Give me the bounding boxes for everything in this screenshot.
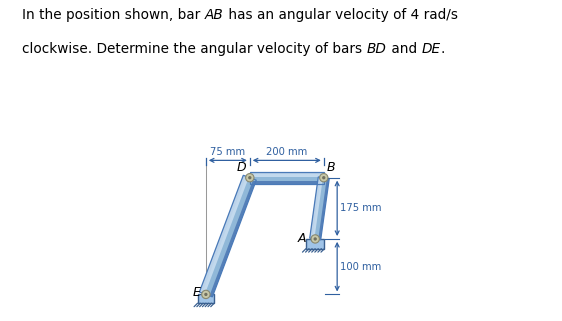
Polygon shape xyxy=(310,177,323,239)
Text: E: E xyxy=(193,286,201,299)
Text: In the position shown, bar: In the position shown, bar xyxy=(22,8,205,22)
Text: 175 mm: 175 mm xyxy=(340,203,382,213)
Bar xyxy=(306,239,324,249)
Bar xyxy=(198,294,214,303)
Text: D: D xyxy=(237,161,246,174)
Circle shape xyxy=(320,174,328,182)
Text: 75 mm: 75 mm xyxy=(210,147,246,157)
Circle shape xyxy=(314,237,317,241)
Text: AB: AB xyxy=(205,8,224,22)
Polygon shape xyxy=(202,176,253,296)
Text: 200 mm: 200 mm xyxy=(266,147,307,157)
Polygon shape xyxy=(250,172,324,177)
Polygon shape xyxy=(310,177,329,240)
Circle shape xyxy=(246,174,254,182)
Circle shape xyxy=(204,293,207,296)
Text: B: B xyxy=(327,161,336,174)
Circle shape xyxy=(202,290,210,299)
Text: A: A xyxy=(298,231,306,245)
Text: DE: DE xyxy=(422,42,441,56)
Polygon shape xyxy=(200,175,249,294)
Text: .: . xyxy=(441,42,445,56)
Text: has an angular velocity of 4 rad/s: has an angular velocity of 4 rad/s xyxy=(224,8,458,22)
Text: clockwise. Determine the angular velocity of bars: clockwise. Determine the angular velocit… xyxy=(22,42,367,56)
Polygon shape xyxy=(250,172,324,184)
Circle shape xyxy=(248,176,251,179)
Polygon shape xyxy=(250,174,324,181)
Text: 100 mm: 100 mm xyxy=(340,262,381,272)
Text: BD: BD xyxy=(367,42,387,56)
Polygon shape xyxy=(200,175,256,297)
Circle shape xyxy=(311,235,319,243)
Text: and: and xyxy=(387,42,422,56)
Polygon shape xyxy=(312,177,327,239)
Circle shape xyxy=(322,176,325,179)
